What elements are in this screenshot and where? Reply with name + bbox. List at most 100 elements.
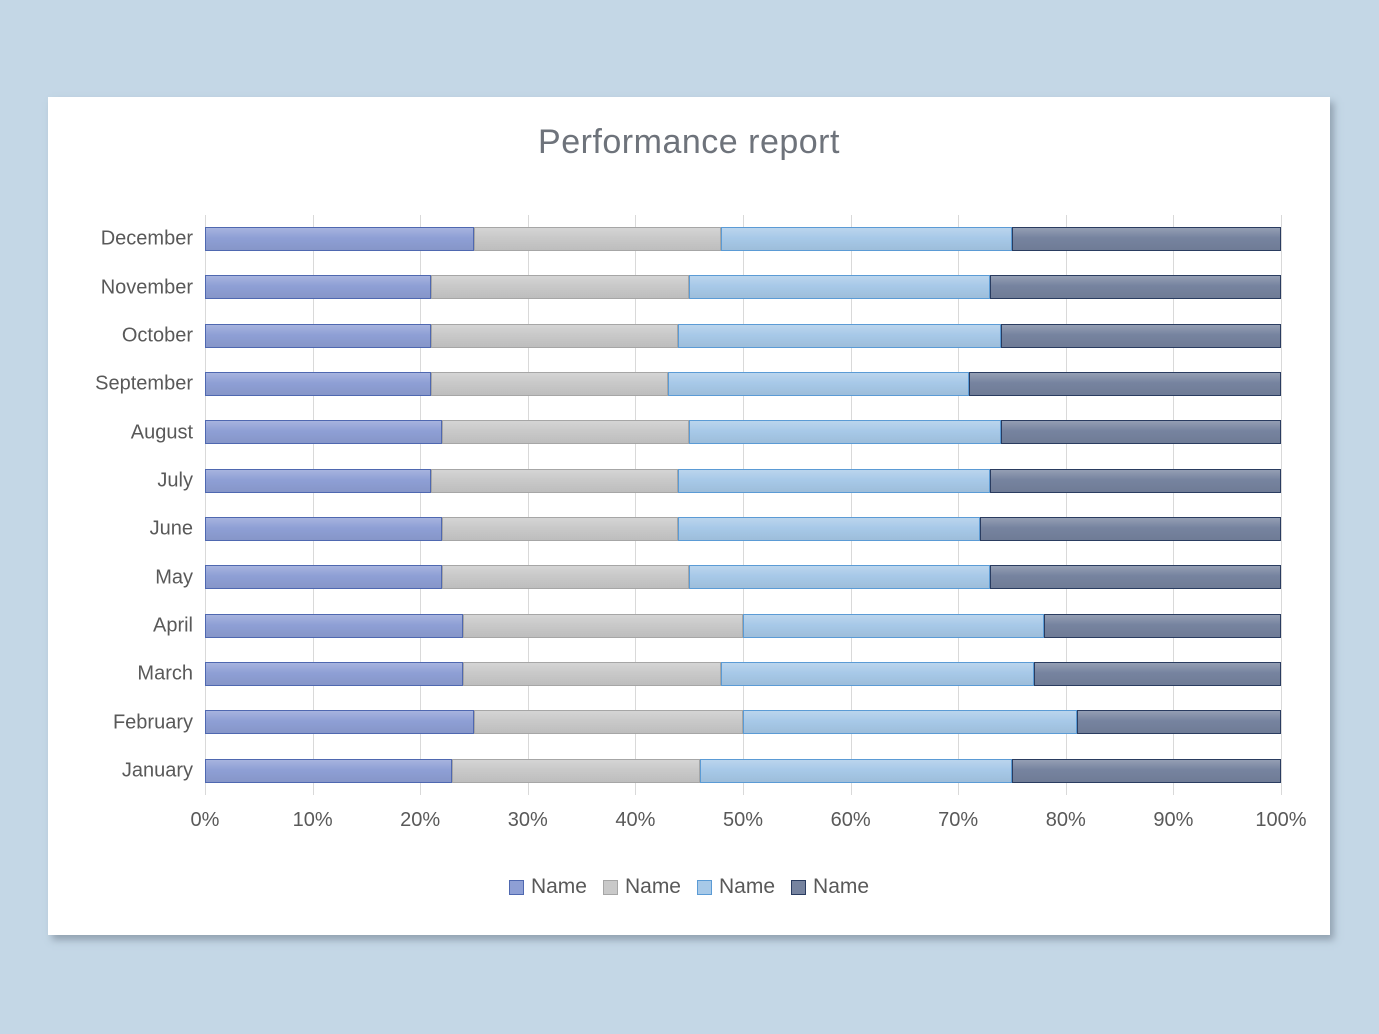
y-axis-label: March (137, 662, 193, 685)
gridline (527, 215, 529, 795)
chart-legend: Name Name Name Name (48, 875, 1330, 899)
bar-segment (430, 275, 690, 300)
x-axis-tick-label: 70% (938, 809, 979, 831)
bar-segment (205, 420, 442, 445)
stacked-bar (205, 323, 1281, 348)
legend-swatch-icon (791, 879, 807, 895)
bar-segment (1001, 323, 1281, 348)
bar-segment (721, 662, 1034, 687)
x-axis-tick-label: 100% (1255, 809, 1307, 831)
bar-segment (205, 565, 442, 590)
bar-segment (699, 758, 1012, 783)
bar-row (205, 698, 1281, 746)
legend-swatch-icon (508, 879, 524, 895)
y-axis-label: January (121, 759, 193, 782)
legend-label: Name (624, 875, 681, 898)
legend-item: Name (508, 875, 587, 899)
bar-segment (452, 758, 700, 783)
bar-segment (979, 517, 1281, 542)
stacked-bar (205, 420, 1281, 445)
bar-segment (721, 227, 1012, 252)
stacked-bar (205, 710, 1281, 735)
bar-segment (678, 323, 1002, 348)
bar-segment (205, 468, 431, 493)
bar-segment (205, 227, 474, 252)
bar-row (205, 312, 1281, 360)
bar-segment (743, 710, 1077, 735)
x-axis-tick-label: 20% (400, 809, 441, 831)
stacked-bar (205, 468, 1281, 493)
bar-segment (474, 227, 722, 252)
bar-segment (678, 517, 980, 542)
bar-segment (1033, 662, 1281, 687)
x-axis-tick-label: 40% (615, 809, 656, 831)
bar-segment (205, 662, 464, 687)
bar-row (205, 457, 1281, 505)
x-axis-tick-label: 90% (1153, 809, 1194, 831)
bar-row (205, 360, 1281, 408)
stacked-bar (205, 662, 1281, 687)
y-axis-labels: December November October September August Ju… (58, 215, 193, 795)
bar-segment (205, 710, 474, 735)
bar-segment (441, 565, 690, 590)
bar-row (205, 215, 1281, 263)
stacked-bar (205, 758, 1281, 783)
bar-rows (205, 215, 1281, 795)
y-axis-label: February (112, 711, 193, 733)
bar-segment (1076, 710, 1281, 735)
bar-segment (463, 662, 722, 687)
y-axis-label: August (130, 421, 193, 443)
bar-segment (1044, 613, 1281, 638)
x-axis-tick-label: 30% (507, 809, 548, 831)
bar-segment (990, 468, 1281, 493)
stacked-bar (205, 613, 1281, 638)
bar-segment (990, 275, 1281, 300)
chart-card: Performance report December November Octob… (48, 97, 1330, 935)
x-axis-tick-label: 10% (292, 809, 333, 831)
bar-segment (441, 517, 679, 542)
y-axis-label: October (121, 324, 193, 347)
bar-segment (689, 275, 991, 300)
bar-row (205, 553, 1281, 601)
bar-segment (1011, 758, 1281, 783)
legend-item: Name (791, 875, 869, 899)
bar-segment (1001, 420, 1281, 445)
legend-label: Name (530, 875, 587, 898)
x-axis-tick-label: 50% (722, 809, 764, 831)
stacked-bar (205, 227, 1281, 252)
bar-segment (205, 758, 453, 783)
bar-segment (205, 517, 442, 542)
y-axis-label: November (100, 276, 193, 298)
bar-segment (441, 420, 690, 445)
bar-segment (430, 468, 679, 493)
bar-segment (667, 372, 969, 397)
bar-segment (678, 468, 991, 493)
x-axis-labels: 0% 10% 20% 30% 40% 50% 60% 70% 80% 90% 100% (191, 809, 1307, 839)
bar-segment (474, 710, 743, 735)
chart-title: Performance report (538, 123, 840, 161)
stacked-bar (205, 517, 1281, 542)
bar-row (205, 505, 1281, 553)
gridline (850, 215, 852, 795)
bar-segment (463, 613, 743, 638)
y-axis-label: September (95, 372, 193, 395)
bar-segment (990, 565, 1281, 590)
y-axis-label: December (100, 227, 193, 250)
legend-swatch-icon (697, 879, 712, 895)
gridline (1281, 215, 1282, 795)
bar-segment (205, 613, 464, 638)
stacked-bar (205, 275, 1281, 300)
x-axis-tick-label: 80% (1045, 809, 1086, 831)
gridline (1065, 215, 1067, 795)
bar-segment (430, 323, 679, 348)
y-axis-label: April (152, 614, 193, 637)
gridline (205, 215, 206, 795)
gridline (958, 215, 960, 795)
gridline (1173, 215, 1175, 795)
x-axis-tick-label: 60% (830, 809, 871, 831)
bar-segment (205, 275, 431, 300)
gridline (420, 215, 422, 795)
stacked-bar (205, 372, 1281, 397)
x-axis-tick-label: 0% (190, 809, 220, 831)
gridline (743, 215, 744, 795)
